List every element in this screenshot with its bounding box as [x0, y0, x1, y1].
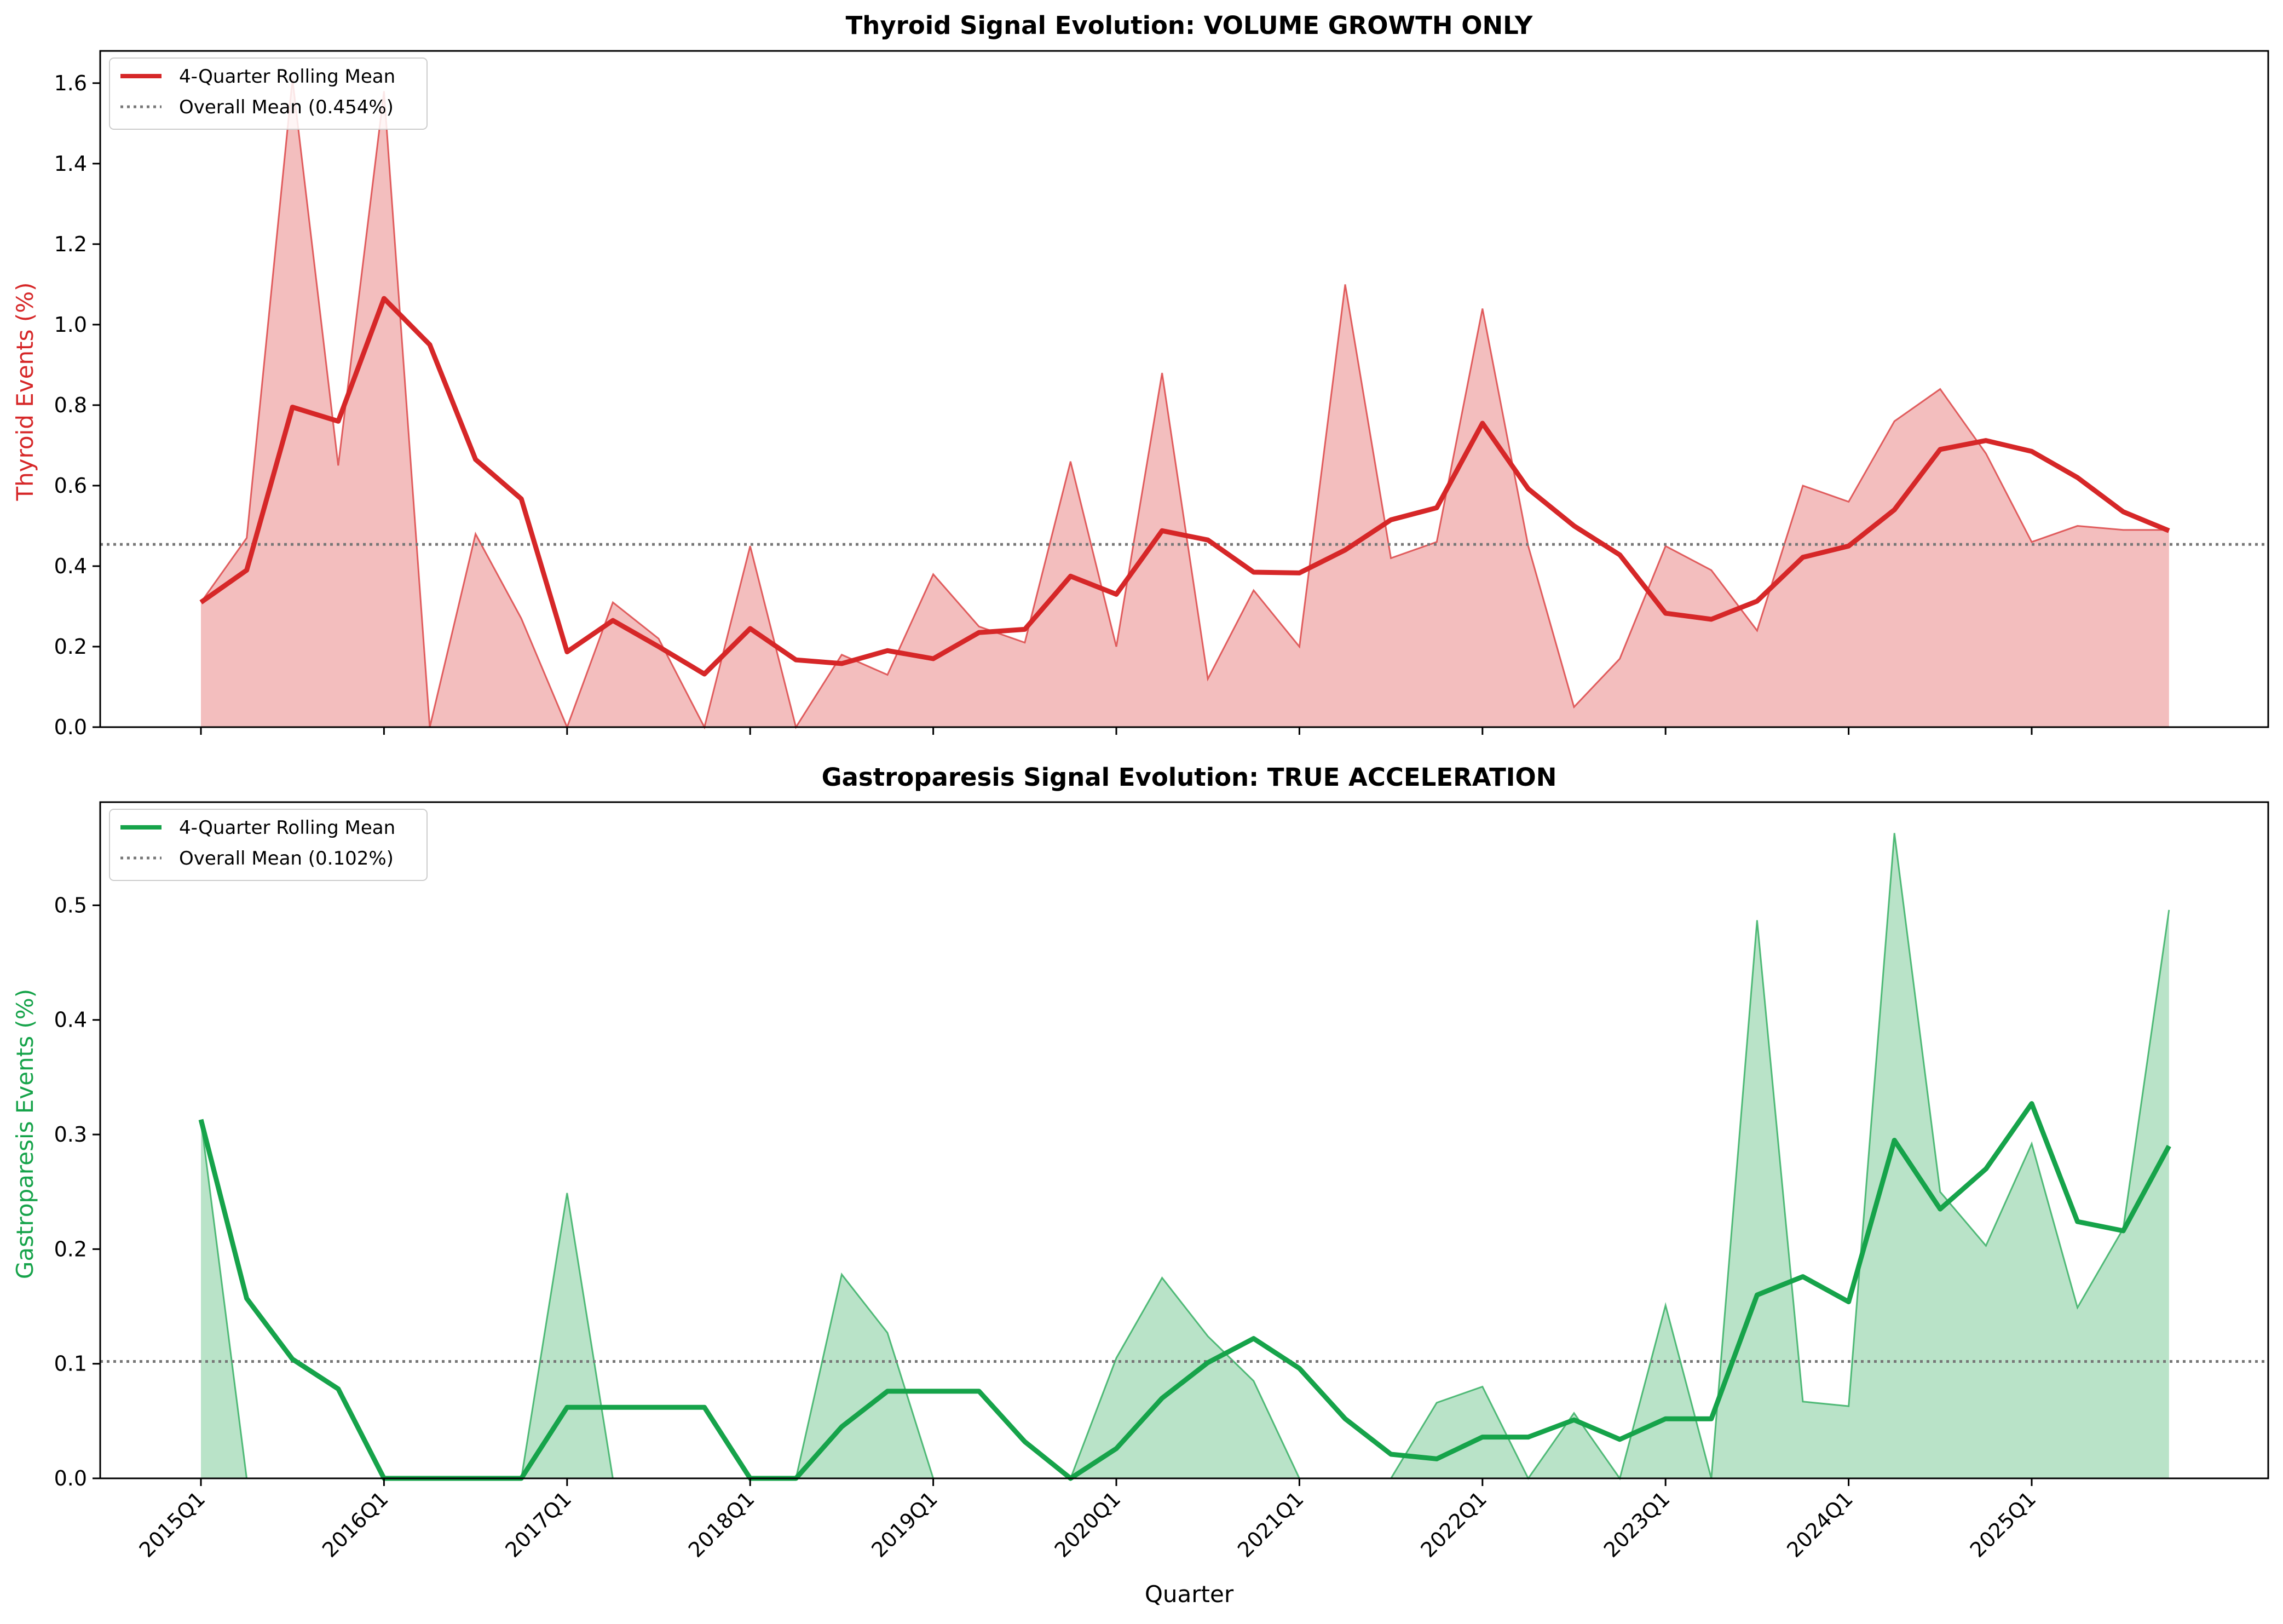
y-tick-label: 0.0: [54, 1466, 87, 1490]
thyroid-legend: 4-Quarter Rolling Mean Overall Mean (0.4…: [109, 57, 428, 130]
gastroparesis-legend-mean-label: Overall Mean (0.102%): [179, 848, 394, 869]
rolling-mean-line: [198, 1101, 2171, 1481]
y-tick-label: 1.6: [54, 71, 87, 95]
gastroparesis-plot-frame: [99, 801, 2269, 1479]
gastroparesis-y-axis-label: Gastroparesis Events (%): [11, 989, 38, 1279]
area-fill: [201, 833, 2169, 1478]
x-axis-label: Quarter: [1145, 1581, 1234, 1608]
thyroid-chart-title: Thyroid Signal Evolution: VOLUME GROWTH …: [846, 11, 1533, 40]
thyroid-legend-box: [109, 57, 428, 130]
y-tick-label: 1.4: [54, 152, 87, 176]
gastroparesis-chart-title: Gastroparesis Signal Evolution: TRUE ACC…: [822, 763, 1557, 792]
y-tick-label: 1.2: [54, 232, 87, 256]
gastroparesis-legend: 4-Quarter Rolling Mean Overall Mean (0.1…: [109, 809, 428, 881]
y-tick-label: 0.3: [54, 1122, 87, 1147]
gastroparesis-legend-box: [109, 809, 428, 881]
thyroid-x-axis-ticks: [200, 727, 2033, 735]
rolling-mean-line: [199, 296, 2170, 677]
gastroparesis-y-axis-ticks: 0.0 0.1 0.2 0.3 0.4 0.5: [54, 893, 100, 1490]
gastroparesis-area-layer: [200, 833, 2170, 1481]
y-tick-label: 0.5: [54, 893, 87, 917]
thyroid-y-axis-label: Thyroid Events (%): [11, 282, 38, 501]
y-tick-label: 0.0: [54, 715, 87, 739]
area-edge-line: [200, 833, 2170, 1481]
y-tick-label: 0.6: [54, 474, 87, 498]
thyroid-legend-rolling-label: 4-Quarter Rolling Mean: [179, 66, 395, 88]
thyroid-legend-mean-label: Overall Mean (0.454%): [179, 96, 394, 118]
thyroid-line-layer: [100, 296, 2268, 677]
thyroid-area-layer: [200, 79, 2169, 730]
area-fill: [201, 79, 2169, 727]
y-tick-label: 0.1: [54, 1352, 87, 1376]
gastroparesis-legend-rolling-label: 4-Quarter Rolling Mean: [179, 817, 395, 839]
y-tick-label: 0.8: [54, 393, 87, 417]
thyroid-panel: Thyroid Signal Evolution: VOLUME GROWTH …: [11, 11, 2269, 739]
y-tick-label: 0.4: [54, 1008, 87, 1032]
thyroid-plot-frame: [99, 50, 2269, 728]
thyroid-y-axis-ticks: 0.0 0.2 0.4 0.6 0.8 1.0 1.2 1.4 1.6: [54, 71, 100, 739]
y-tick-label: 0.4: [54, 554, 87, 578]
gastroparesis-line-layer: [100, 1101, 2268, 1481]
y-tick-label: 0.2: [54, 635, 87, 659]
y-tick-label: 0.2: [54, 1237, 87, 1261]
area-edge-line: [200, 79, 2169, 730]
y-tick-label: 1.0: [54, 313, 87, 337]
